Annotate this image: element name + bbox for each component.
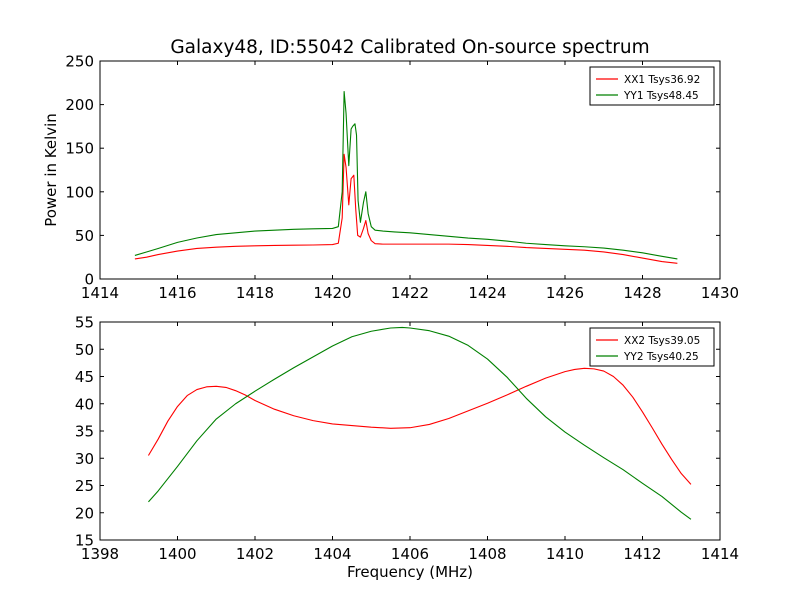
y-axis-label: Power in Kelvin: [42, 113, 60, 227]
y-tick-label: 100: [65, 183, 94, 201]
x-axis-label: Frequency (MHz): [347, 563, 473, 581]
y-tick-label: 30: [75, 450, 94, 468]
x-tick-label: 1422: [391, 284, 429, 302]
x-tick-label: 1412: [623, 545, 661, 563]
x-tick-label: 1418: [236, 284, 274, 302]
series-line-1-1: [134, 153, 678, 264]
legend-box-2: [589, 327, 715, 367]
y-tick-label: 25: [75, 477, 94, 495]
y-tick-label: 150: [65, 140, 94, 158]
series-line-1-2: [134, 90, 678, 260]
y-tick-label: 40: [75, 395, 94, 413]
y-tick-label: 20: [75, 504, 94, 522]
x-tick-label: 1410: [546, 545, 584, 563]
y-tick-label: 0: [84, 271, 94, 289]
x-tick-label: 1430: [701, 284, 739, 302]
chart-title: Galaxy48, ID:55042 Calibrated On-source …: [170, 37, 649, 58]
x-tick-label: 1426: [546, 284, 584, 302]
y-tick-label: 200: [65, 96, 94, 114]
series-line-2-1: [147, 367, 692, 485]
x-tick-label: 1428: [623, 284, 661, 302]
y-tick-label: 55: [75, 314, 94, 332]
y-tick-label: 15: [75, 532, 94, 550]
legend-label: YY2 Tsys40.25: [623, 351, 699, 363]
x-tick-label: 1420: [313, 284, 351, 302]
legend-box-1: [589, 66, 715, 106]
x-tick-label: 1414: [81, 284, 119, 302]
legend-label: XX1 Tsys36.92: [624, 74, 700, 86]
x-tick-label: 1424: [468, 284, 506, 302]
y-tick-label: 35: [75, 423, 94, 441]
x-tick-label: 1400: [158, 545, 196, 563]
x-tick-label: 1404: [313, 545, 351, 563]
x-tick-label: 1408: [468, 545, 506, 563]
legend-label: XX2 Tsys39.05: [624, 335, 700, 347]
y-tick-label: 45: [75, 368, 94, 386]
y-tick-label: 250: [65, 53, 94, 71]
x-tick-label: 1406: [391, 545, 429, 563]
series-line-2-2: [148, 326, 692, 520]
x-tick-label: 1416: [158, 284, 196, 302]
x-tick-label: 1402: [236, 545, 274, 563]
x-tick-label: 1398: [81, 545, 119, 563]
y-tick-label: 50: [75, 227, 94, 245]
x-tick-label: 1414: [701, 545, 739, 563]
legend-label: YY1 Tsys48.45: [623, 90, 699, 102]
y-tick-label: 50: [75, 341, 94, 359]
